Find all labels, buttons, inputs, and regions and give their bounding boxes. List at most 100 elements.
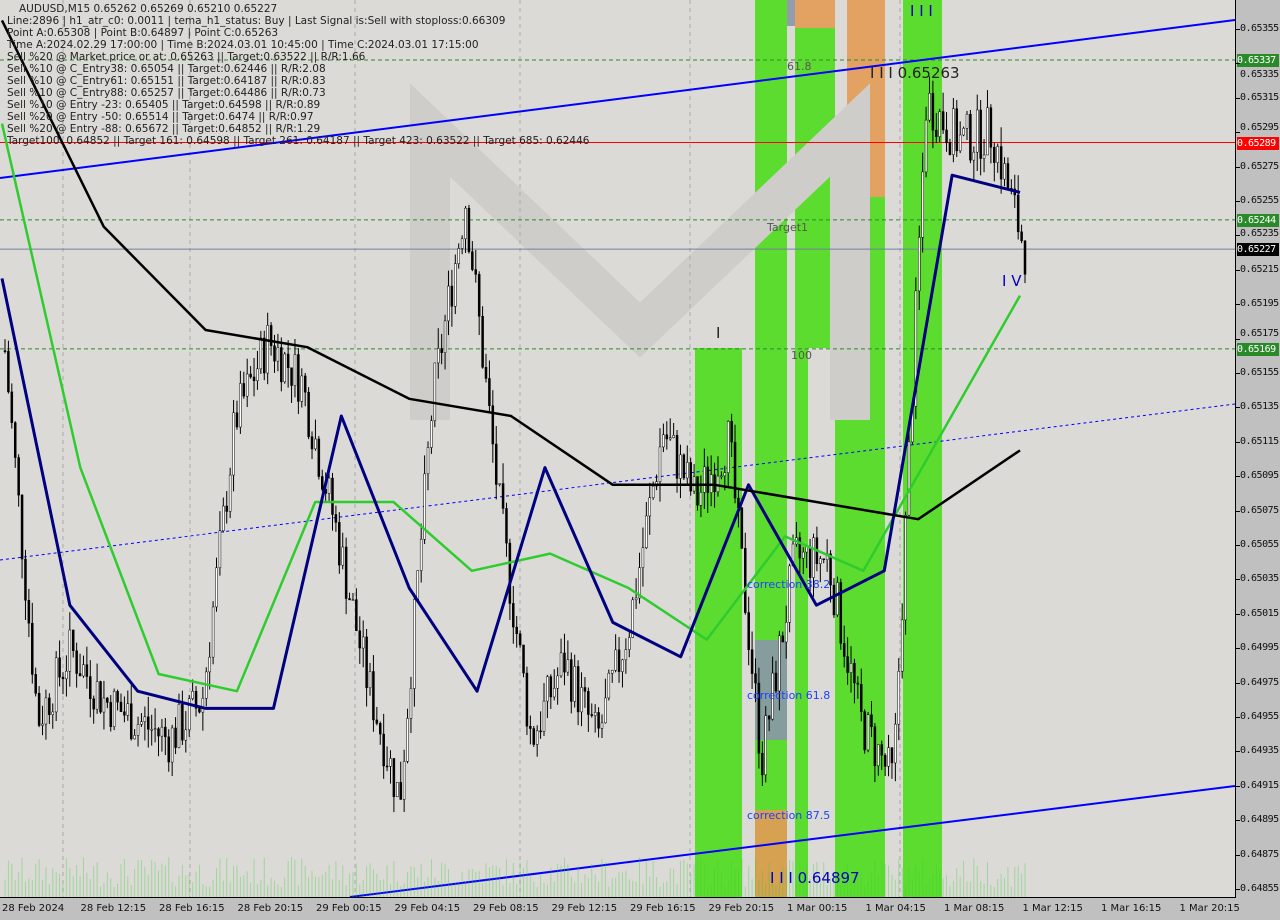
price-tick-label: 0.65335 bbox=[1240, 68, 1279, 80]
time-tick-label: 28 Feb 12:15 bbox=[80, 903, 147, 914]
candle bbox=[631, 599, 634, 638]
candle bbox=[890, 747, 894, 764]
candle bbox=[505, 508, 508, 544]
time-tick-label: 28 Feb 16:15 bbox=[159, 903, 225, 914]
candle bbox=[508, 542, 512, 604]
candle bbox=[82, 664, 85, 677]
candle bbox=[481, 316, 484, 368]
candle bbox=[812, 537, 815, 578]
candle bbox=[703, 466, 706, 493]
candle bbox=[467, 207, 471, 252]
candle bbox=[600, 722, 604, 729]
candle bbox=[280, 347, 283, 383]
candle bbox=[546, 676, 549, 702]
candle bbox=[344, 546, 348, 599]
candle bbox=[419, 539, 423, 571]
time-tick-label: 1 Mar 04:15 bbox=[865, 903, 926, 914]
price-tick-label: 0.65195 bbox=[1240, 298, 1279, 310]
candle bbox=[102, 697, 106, 713]
candle bbox=[440, 348, 443, 353]
candle bbox=[198, 708, 201, 713]
candle bbox=[948, 142, 952, 155]
candle bbox=[955, 108, 959, 152]
price-tick-mark bbox=[1236, 717, 1240, 718]
candle bbox=[914, 290, 918, 407]
candle bbox=[648, 497, 651, 517]
candle bbox=[716, 475, 720, 493]
candle bbox=[723, 472, 727, 477]
candle bbox=[314, 438, 317, 450]
candle bbox=[341, 546, 344, 566]
candle bbox=[897, 671, 901, 725]
candle bbox=[477, 274, 481, 317]
info-line: Time A:2024.02.29 17:00:00 | Time B:2024… bbox=[7, 39, 479, 51]
candle bbox=[628, 637, 631, 650]
channel-upper-line bbox=[0, 19, 1235, 179]
signal-zone bbox=[755, 640, 787, 740]
candle bbox=[634, 597, 638, 601]
ma-navy-line bbox=[0, 173, 1021, 710]
candle bbox=[454, 263, 457, 307]
candle bbox=[273, 345, 276, 362]
price-tick-label: 0.64895 bbox=[1240, 814, 1279, 826]
wave-iv-label: I V bbox=[1002, 272, 1022, 290]
candle bbox=[921, 171, 924, 238]
price-tick-mark bbox=[1236, 889, 1240, 890]
candle bbox=[44, 697, 48, 725]
candle bbox=[808, 546, 812, 578]
time-tick-label: 29 Feb 20:15 bbox=[708, 903, 775, 914]
chart-plot-area[interactable]: AUDUSD,M15 0.65262 0.65269 0.65210 0.652… bbox=[0, 0, 1236, 898]
candle bbox=[624, 649, 628, 661]
price-tick-label: 0.64915 bbox=[1240, 779, 1279, 791]
price-tick-mark bbox=[1236, 338, 1240, 340]
candle bbox=[416, 570, 420, 600]
candle bbox=[92, 698, 95, 710]
candle bbox=[750, 649, 754, 674]
time-tick-label: 1 Mar 12:15 bbox=[1022, 903, 1083, 914]
time-tick-label: 29 Feb 16:15 bbox=[630, 903, 696, 914]
candle bbox=[293, 354, 297, 386]
candle bbox=[877, 744, 880, 767]
candle bbox=[78, 673, 82, 677]
price-tick-mark bbox=[1236, 166, 1240, 168]
candle bbox=[372, 671, 375, 721]
candle bbox=[58, 657, 61, 678]
price-tick-label: 0.65275 bbox=[1240, 160, 1279, 172]
candle bbox=[126, 703, 130, 716]
price-level-label: 0.65227 bbox=[1237, 243, 1279, 257]
candle bbox=[112, 691, 116, 727]
candle bbox=[385, 765, 389, 768]
candle bbox=[917, 237, 921, 292]
candle bbox=[37, 693, 41, 726]
price-tick-label: 0.65115 bbox=[1240, 435, 1279, 447]
point-b-label: I I I 0.64897 bbox=[770, 869, 860, 887]
candle bbox=[218, 530, 222, 569]
time-tick-label: 1 Mar 00:15 bbox=[787, 903, 848, 914]
signal-zone bbox=[787, 0, 795, 26]
candle bbox=[48, 697, 51, 715]
candle bbox=[819, 558, 822, 564]
candle bbox=[225, 505, 228, 512]
candle bbox=[317, 438, 321, 477]
price-axis[interactable]: 0.65337 0.65289 0.65244 0.65227 0.65169 0.653… bbox=[1236, 0, 1280, 897]
candle bbox=[989, 107, 993, 148]
price-tick-label: 0.65015 bbox=[1240, 607, 1279, 619]
candle bbox=[638, 567, 641, 599]
candle bbox=[71, 629, 75, 652]
candle bbox=[348, 598, 351, 601]
candle bbox=[327, 477, 331, 494]
candle bbox=[245, 373, 249, 397]
candle bbox=[805, 546, 808, 553]
candle bbox=[593, 712, 597, 716]
info-line: Sell %10 @ C_Entry38: 0.65054 || Target:… bbox=[7, 63, 326, 75]
signal-zone bbox=[755, 810, 787, 897]
candle bbox=[194, 690, 198, 709]
candle bbox=[153, 728, 157, 730]
candle bbox=[396, 782, 399, 797]
price-tick-label: 0.65175 bbox=[1240, 327, 1279, 339]
price-level-label: 0.65244 bbox=[1237, 213, 1279, 227]
price-tick-label: 0.65215 bbox=[1240, 263, 1279, 275]
candle bbox=[1020, 231, 1023, 242]
candle bbox=[873, 726, 877, 767]
candle bbox=[99, 681, 102, 713]
